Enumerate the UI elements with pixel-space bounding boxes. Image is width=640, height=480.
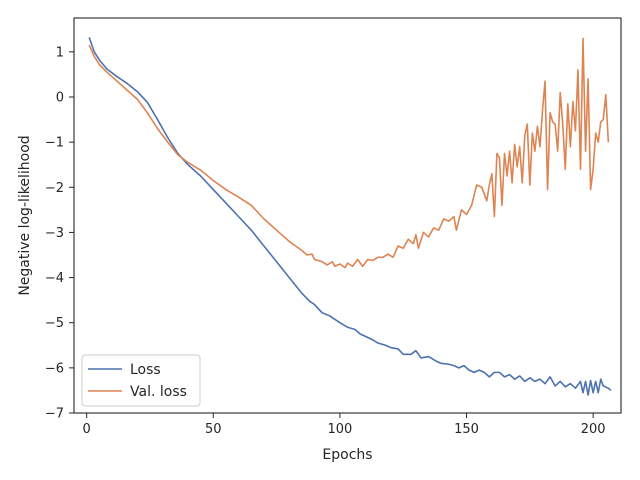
- legend-box: [81, 354, 201, 407]
- y-tick-label: 1: [56, 45, 64, 60]
- series-layer: [88, 37, 612, 396]
- y-tick-label: −3: [45, 226, 64, 241]
- legend-label-val-loss: Val. loss: [130, 384, 187, 400]
- x-tick-label: 200: [581, 422, 606, 437]
- series-line-val-loss: [88, 37, 610, 269]
- x-axis-ticks: 0 50 100 150 200: [83, 413, 606, 437]
- series-line-loss: [88, 37, 612, 396]
- y-tick-label: −4: [45, 271, 64, 286]
- x-axis-label: Epochs: [322, 447, 372, 463]
- x-tick-label: 150: [454, 422, 479, 437]
- axes-frame: [73, 17, 622, 414]
- y-tick-label: −5: [45, 316, 64, 331]
- y-tick-label: −1: [45, 136, 64, 151]
- y-tick-label: −6: [45, 361, 64, 376]
- y-tick-label: 0: [56, 91, 64, 106]
- legend-label-loss: Loss: [130, 362, 161, 378]
- x-tick-label: 50: [205, 422, 222, 437]
- x-tick-label: 100: [327, 422, 352, 437]
- legend: Loss Val. loss: [81, 354, 201, 407]
- y-axis-label: Negative log-likelihood: [17, 135, 33, 295]
- y-axis-ticks: −7 −6 −5 −4 −3 −2 −1 0 1: [45, 45, 74, 422]
- x-tick-label: 0: [83, 422, 91, 437]
- y-tick-label: −2: [45, 181, 64, 196]
- y-tick-label: −7: [45, 407, 64, 422]
